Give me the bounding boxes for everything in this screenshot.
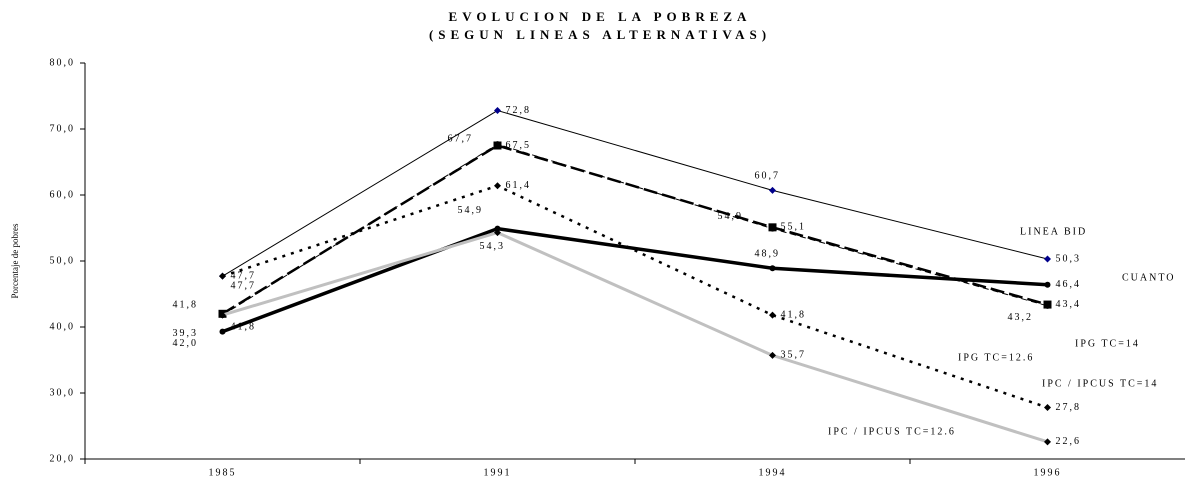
series-name: IPG TC=12.6 xyxy=(958,352,1034,363)
marker xyxy=(769,186,776,194)
marker xyxy=(219,328,226,335)
marker xyxy=(1044,438,1051,446)
data-label: 43,2 xyxy=(1008,312,1034,323)
data-label: 54,9 xyxy=(458,205,484,216)
series-line xyxy=(222,231,1048,444)
marker xyxy=(494,182,501,190)
data-label: 50,3 xyxy=(1056,253,1082,264)
data-label: 41,8 xyxy=(781,309,807,320)
marker xyxy=(219,272,226,280)
x-tick-label: 1991 xyxy=(484,467,512,478)
data-label: 35,7 xyxy=(781,350,807,361)
series-name: LINEA BID xyxy=(1020,226,1087,237)
data-label: 22,6 xyxy=(1056,436,1082,447)
marker xyxy=(1044,281,1051,288)
marker xyxy=(769,311,776,319)
data-label: 54,9 xyxy=(718,211,744,222)
series-line xyxy=(222,184,1048,409)
data-label: 60,7 xyxy=(755,171,781,182)
data-label: 43,4 xyxy=(1056,299,1082,310)
y-axis-label: Porcentaje de pobres xyxy=(10,223,20,298)
data-label: 42,0 xyxy=(173,338,199,349)
chart-title: EVOLUCION DE LA POBREZA xyxy=(449,9,752,24)
data-label: 48,9 xyxy=(755,249,781,260)
data-label: 61,4 xyxy=(506,180,532,191)
series-name: CUANTO xyxy=(1122,272,1175,283)
data-label: 67,7 xyxy=(448,133,474,144)
series-name: IPC / IPCUS TC=12.6 xyxy=(828,426,956,437)
data-label: 27,8 xyxy=(1056,402,1082,413)
y-tick-label: 30,0 xyxy=(50,387,76,398)
marker xyxy=(494,141,501,148)
marker xyxy=(494,107,501,115)
data-label: 72,8 xyxy=(506,105,532,116)
marker xyxy=(494,229,501,237)
marker xyxy=(1044,404,1051,412)
data-label: 54,3 xyxy=(480,241,506,252)
y-tick-label: 80,0 xyxy=(50,57,76,68)
series-line xyxy=(222,143,1048,316)
data-label: 41,8 xyxy=(231,321,257,332)
series-line xyxy=(222,109,1048,277)
y-tick-label: 40,0 xyxy=(50,321,76,332)
x-tick-label: 1994 xyxy=(759,467,787,478)
marker xyxy=(769,265,776,272)
series-name: IPG TC=14 xyxy=(1075,338,1140,349)
y-tick-label: 60,0 xyxy=(50,189,76,200)
y-tick-label: 70,0 xyxy=(50,123,76,134)
x-tick-label: 1985 xyxy=(209,467,237,478)
y-tick-label: 50,0 xyxy=(50,255,76,266)
series-name: IPC / IPCUS TC=14 xyxy=(1042,378,1158,389)
data-label: 39,3 xyxy=(173,328,199,339)
series-line xyxy=(221,144,1048,315)
y-tick-label: 20,0 xyxy=(50,453,76,464)
data-label: 67,5 xyxy=(506,140,532,151)
data-label: 47,7 xyxy=(231,270,257,281)
data-label: 55,1 xyxy=(781,222,807,233)
data-label: 41,8 xyxy=(173,299,199,310)
chart-subtitle: (SEGUN LINEAS ALTERNATIVAS) xyxy=(429,27,771,42)
marker xyxy=(219,311,226,319)
marker xyxy=(1044,302,1051,309)
marker xyxy=(769,351,776,359)
marker xyxy=(494,225,501,232)
x-tick-label: 1996 xyxy=(1034,467,1062,478)
series-line xyxy=(221,226,1048,334)
data-label: 46,4 xyxy=(1056,279,1082,290)
data-label: 47,7 xyxy=(231,280,257,291)
marker xyxy=(769,225,776,232)
marker xyxy=(1044,255,1051,263)
